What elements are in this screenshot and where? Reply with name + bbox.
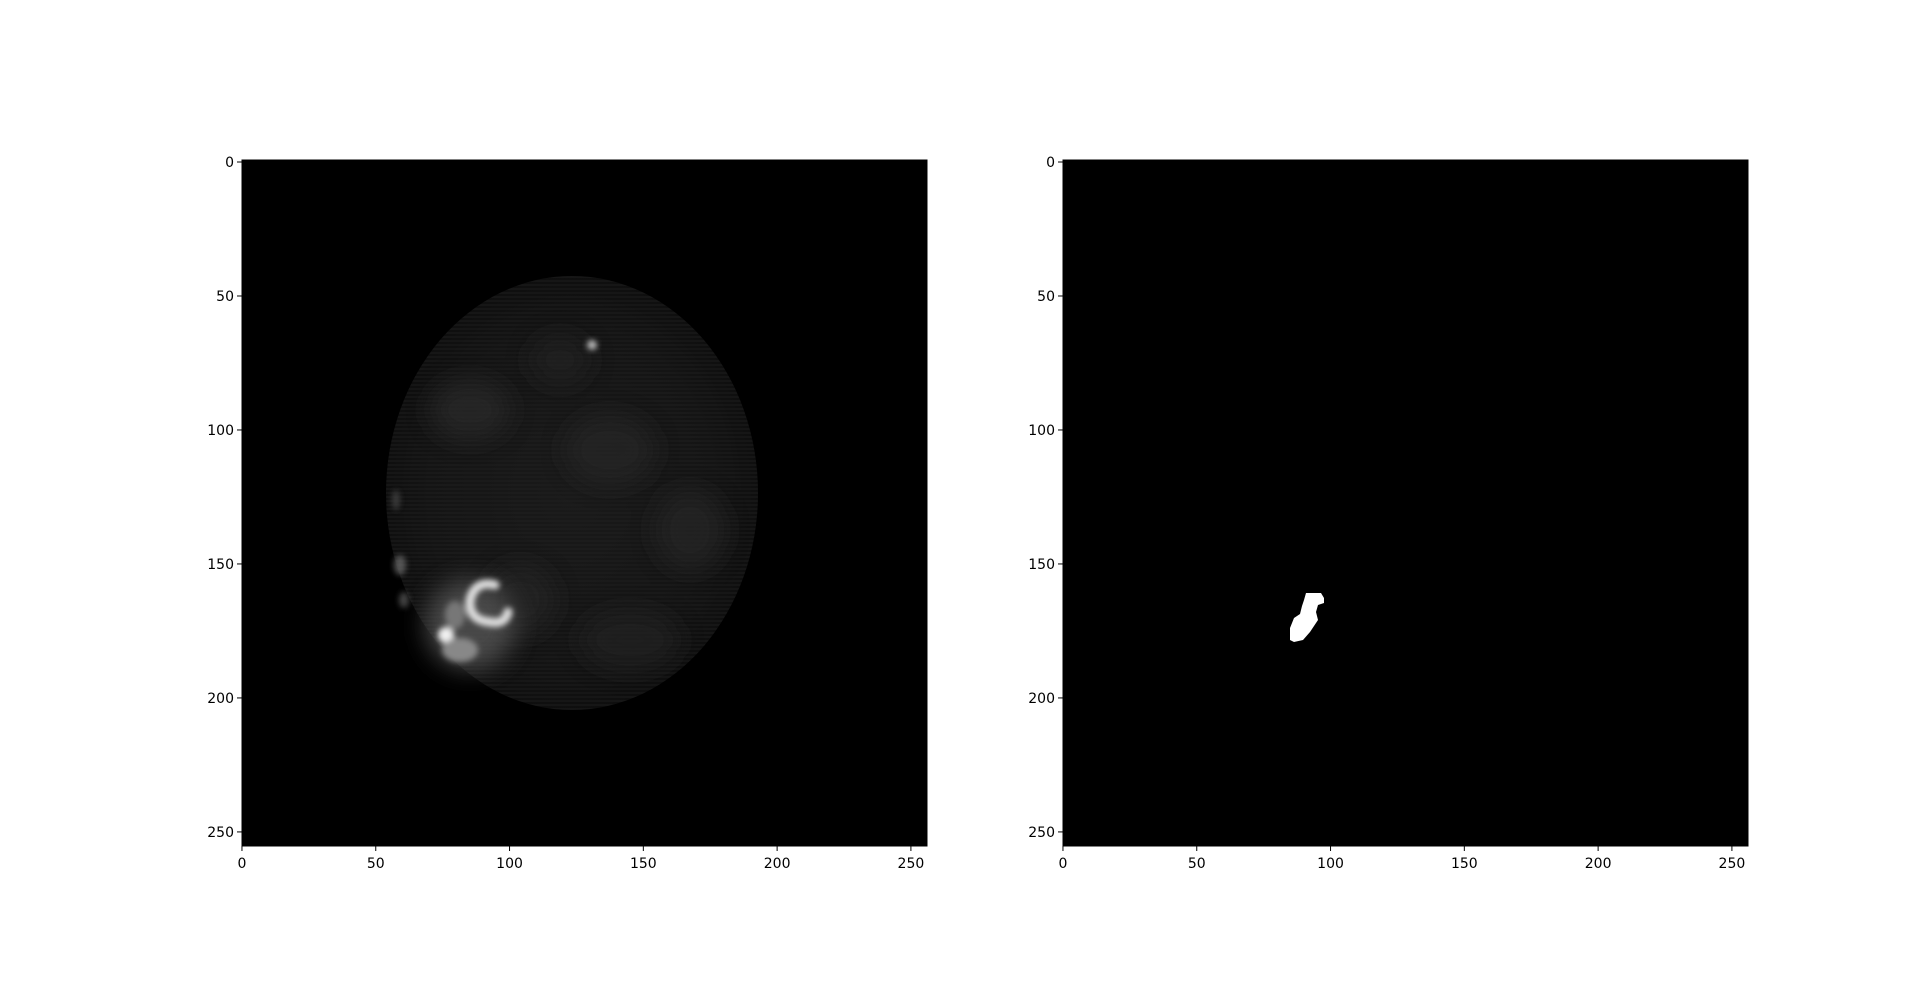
left-x-tick-label: 250 xyxy=(898,856,925,872)
segmentation-mask-blob xyxy=(1290,593,1324,642)
left-y-tick-label: 0 xyxy=(225,155,234,171)
left-scan-content xyxy=(386,276,758,710)
right-y-tick-label: 100 xyxy=(1028,423,1055,439)
right-x-tick-label: 100 xyxy=(1317,856,1344,872)
left-x-tick-label: 150 xyxy=(630,856,657,872)
faint-structures xyxy=(430,335,725,670)
left-x-tick-label: 50 xyxy=(367,856,385,872)
right-x-tick-label: 50 xyxy=(1188,856,1206,872)
right-x-tick-label: 150 xyxy=(1451,856,1478,872)
left-y-tick-label: 50 xyxy=(216,289,234,305)
right-y-tick-label: 200 xyxy=(1028,691,1055,707)
right-y-tick-label: 150 xyxy=(1028,557,1055,573)
right-mask-panel: 0 50 100 150 200 250 0 50 100 150 200 250 xyxy=(1028,155,1749,872)
left-x-tick-label: 0 xyxy=(238,856,247,872)
right-x-tick-label: 0 xyxy=(1059,856,1068,872)
lesion-bright xyxy=(438,579,513,662)
left-axes-frame xyxy=(241,159,928,847)
left-y-axis: 0 50 100 150 200 250 xyxy=(207,155,242,841)
bright-spot-top xyxy=(587,340,597,350)
right-mask-background xyxy=(1063,160,1748,846)
left-image-panel: 0 50 100 150 200 250 0 50 100 150 200 250 xyxy=(207,155,928,872)
left-y-tick-label: 250 xyxy=(207,825,234,841)
left-x-tick-label: 200 xyxy=(764,856,791,872)
right-y-tick-label: 0 xyxy=(1046,155,1055,171)
right-y-tick-label: 50 xyxy=(1037,289,1055,305)
right-x-tick-label: 250 xyxy=(1719,856,1746,872)
right-axes-frame xyxy=(1062,159,1749,847)
right-y-axis: 0 50 100 150 200 250 xyxy=(1028,155,1063,841)
left-x-tick-label: 100 xyxy=(496,856,523,872)
left-y-tick-label: 150 xyxy=(207,557,234,573)
left-y-tick-label: 200 xyxy=(207,691,234,707)
right-x-tick-label: 200 xyxy=(1585,856,1612,872)
right-x-axis: 0 50 100 150 200 250 xyxy=(1059,846,1746,872)
left-x-axis: 0 50 100 150 200 250 xyxy=(238,846,925,872)
left-y-tick-label: 100 xyxy=(207,423,234,439)
rim-spots xyxy=(392,490,409,608)
right-y-tick-label: 250 xyxy=(1028,825,1055,841)
